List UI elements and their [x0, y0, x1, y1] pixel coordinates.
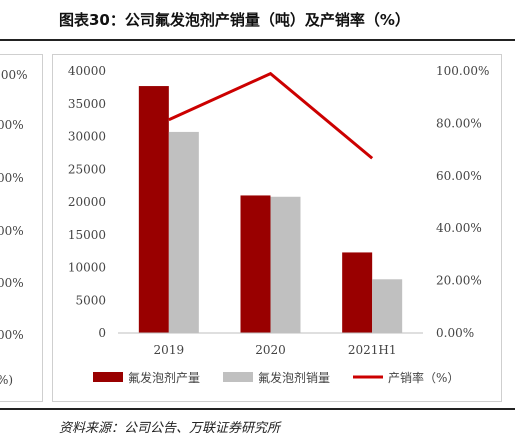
bar-sales: [270, 196, 301, 333]
bar-sales: [372, 279, 403, 333]
chart-heading: 图表30：公司氟发泡剂产销量（吨）及产销率（%）: [59, 11, 410, 29]
legend-swatch-production: [93, 372, 123, 382]
source-note: 资料来源：公司公告、万联证券研究所: [59, 421, 281, 436]
bar-production: [342, 252, 373, 333]
left-fragment-tick-label: 00%: [0, 328, 24, 342]
y-left-tick-label: 40000: [68, 64, 106, 78]
y-left-tick-label: 20000: [68, 195, 106, 209]
x-tick-label: 2020: [255, 343, 286, 357]
left-fragment-tick-label: 00%: [0, 171, 24, 185]
y-right-tick-label: 20.00%: [436, 274, 482, 288]
chart-panel: 0 5000 10000 15000 20000 25000 30000 35000 40000…: [52, 54, 502, 402]
left-fragment-tick-label: 00%: [0, 118, 24, 132]
y-left-tick-label: 30000: [68, 130, 106, 144]
left-fragment-tick-label: %): [0, 373, 14, 387]
y-left-tick-label: 35000: [68, 97, 106, 111]
previous-chart-fragment: .00% 00% 00% 00% 00% 00%%): [0, 54, 43, 402]
left-fragment-tick-label: 00%: [0, 276, 24, 290]
bar-production: [138, 86, 169, 333]
bar-production: [240, 195, 271, 333]
left-fragment-tick-label: 00%: [0, 224, 24, 238]
left-fragment-tick-label: .00%: [0, 68, 28, 82]
y-right-tick-label: 0.00%: [436, 326, 474, 340]
y-right-tick-label: 100.00%: [436, 64, 489, 78]
y-left-tick-label: 25000: [68, 162, 106, 176]
y-left-tick-label: 0: [98, 326, 106, 340]
top-divider: [0, 39, 515, 41]
y-right-tick-label: 80.00%: [436, 116, 482, 130]
x-tick-label: 2021H1: [348, 343, 397, 357]
bar-sales: [168, 131, 199, 333]
legend-label: 产销率（%）: [388, 370, 459, 385]
legend-swatch-sales: [223, 372, 253, 382]
line-sell-through-rate: [168, 71, 374, 160]
combo-chart: 0 5000 10000 15000 20000 25000 30000 35000 40000…: [68, 64, 490, 385]
y-left-tick-label: 10000: [68, 261, 106, 275]
y-left-tick-label: 15000: [68, 228, 106, 242]
x-tick-label: 2019: [154, 343, 185, 357]
bottom-divider: [0, 408, 515, 410]
y-left-tick-label: 5000: [75, 293, 106, 307]
y-right-tick-label: 60.00%: [436, 169, 482, 183]
legend-label: 氟发泡剂销量: [258, 370, 330, 385]
y-right-tick-label: 40.00%: [436, 221, 482, 235]
legend-label: 氟发泡剂产量: [128, 370, 200, 385]
